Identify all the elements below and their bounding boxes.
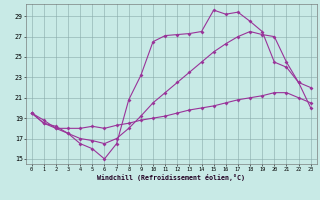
- X-axis label: Windchill (Refroidissement éolien,°C): Windchill (Refroidissement éolien,°C): [97, 174, 245, 181]
